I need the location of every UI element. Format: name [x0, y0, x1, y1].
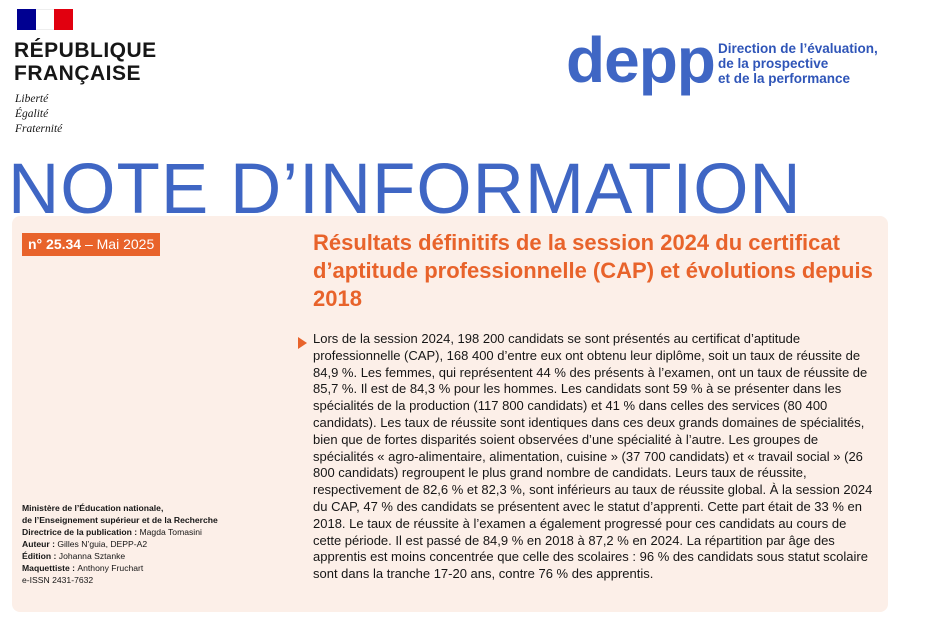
publication-credits: Ministère de l’Éducation nationale, de l… — [22, 502, 218, 586]
motto-egalite: Égalité — [15, 108, 49, 120]
edition-label: Édition : — [22, 551, 59, 561]
publication-title: NOTE D’INFORMATION — [8, 150, 802, 229]
publication-director-label: Directrice de la publication : — [22, 527, 140, 537]
issue-number: n° 25.34 — [28, 236, 82, 252]
motto-fraternite: Fraternité — [15, 123, 63, 135]
issue-date: – Mai 2025 — [81, 236, 155, 252]
publication-director-name: Magda Tomasini — [139, 527, 202, 537]
depp-text-line-2: de la prospective — [718, 56, 829, 71]
ministry-line-2: de l’Enseignement supérieur et de la Rec… — [22, 515, 218, 525]
layout-artist-name: Anthony Fruchart — [77, 563, 144, 573]
depp-description: Direction de l’évaluation, de la prospec… — [718, 41, 878, 86]
author-name: Gilles N’guia, DEPP-A2 — [57, 539, 148, 549]
depp-text-line-1: Direction de l’évaluation, — [718, 41, 878, 56]
republic-line-1: RÉPUBLIQUE — [14, 39, 157, 62]
article-summary: Lors de la session 2024, 198 200 candida… — [313, 331, 873, 582]
article-headline: Résultats définitifs de la session 2024 … — [313, 230, 873, 311]
depp-text-line-3: et de la performance — [718, 71, 851, 86]
motto-liberte: Liberté — [15, 93, 49, 105]
author-label: Auteur : — [22, 539, 58, 549]
ministry-line-1: Ministère de l’Éducation nationale, — [22, 503, 164, 513]
republic-line-2: FRANÇAISE — [14, 62, 142, 85]
marianne-flag-logo — [17, 9, 74, 30]
layout-artist-label: Maquettiste : — [22, 563, 78, 573]
republic-motto: Liberté Égalité Fraternité — [15, 92, 62, 137]
issue-badge: n° 25.34 – Mai 2025 — [22, 233, 161, 256]
issn: e-ISSN 2431-7632 — [22, 575, 94, 585]
depp-logo: depp — [566, 24, 716, 96]
content-panel — [12, 216, 888, 612]
edition-name: Johanna Sztanke — [58, 551, 126, 561]
republique-francaise-logo: RÉPUBLIQUE FRANÇAISE — [14, 39, 157, 85]
bullet-arrow-icon — [298, 337, 307, 349]
